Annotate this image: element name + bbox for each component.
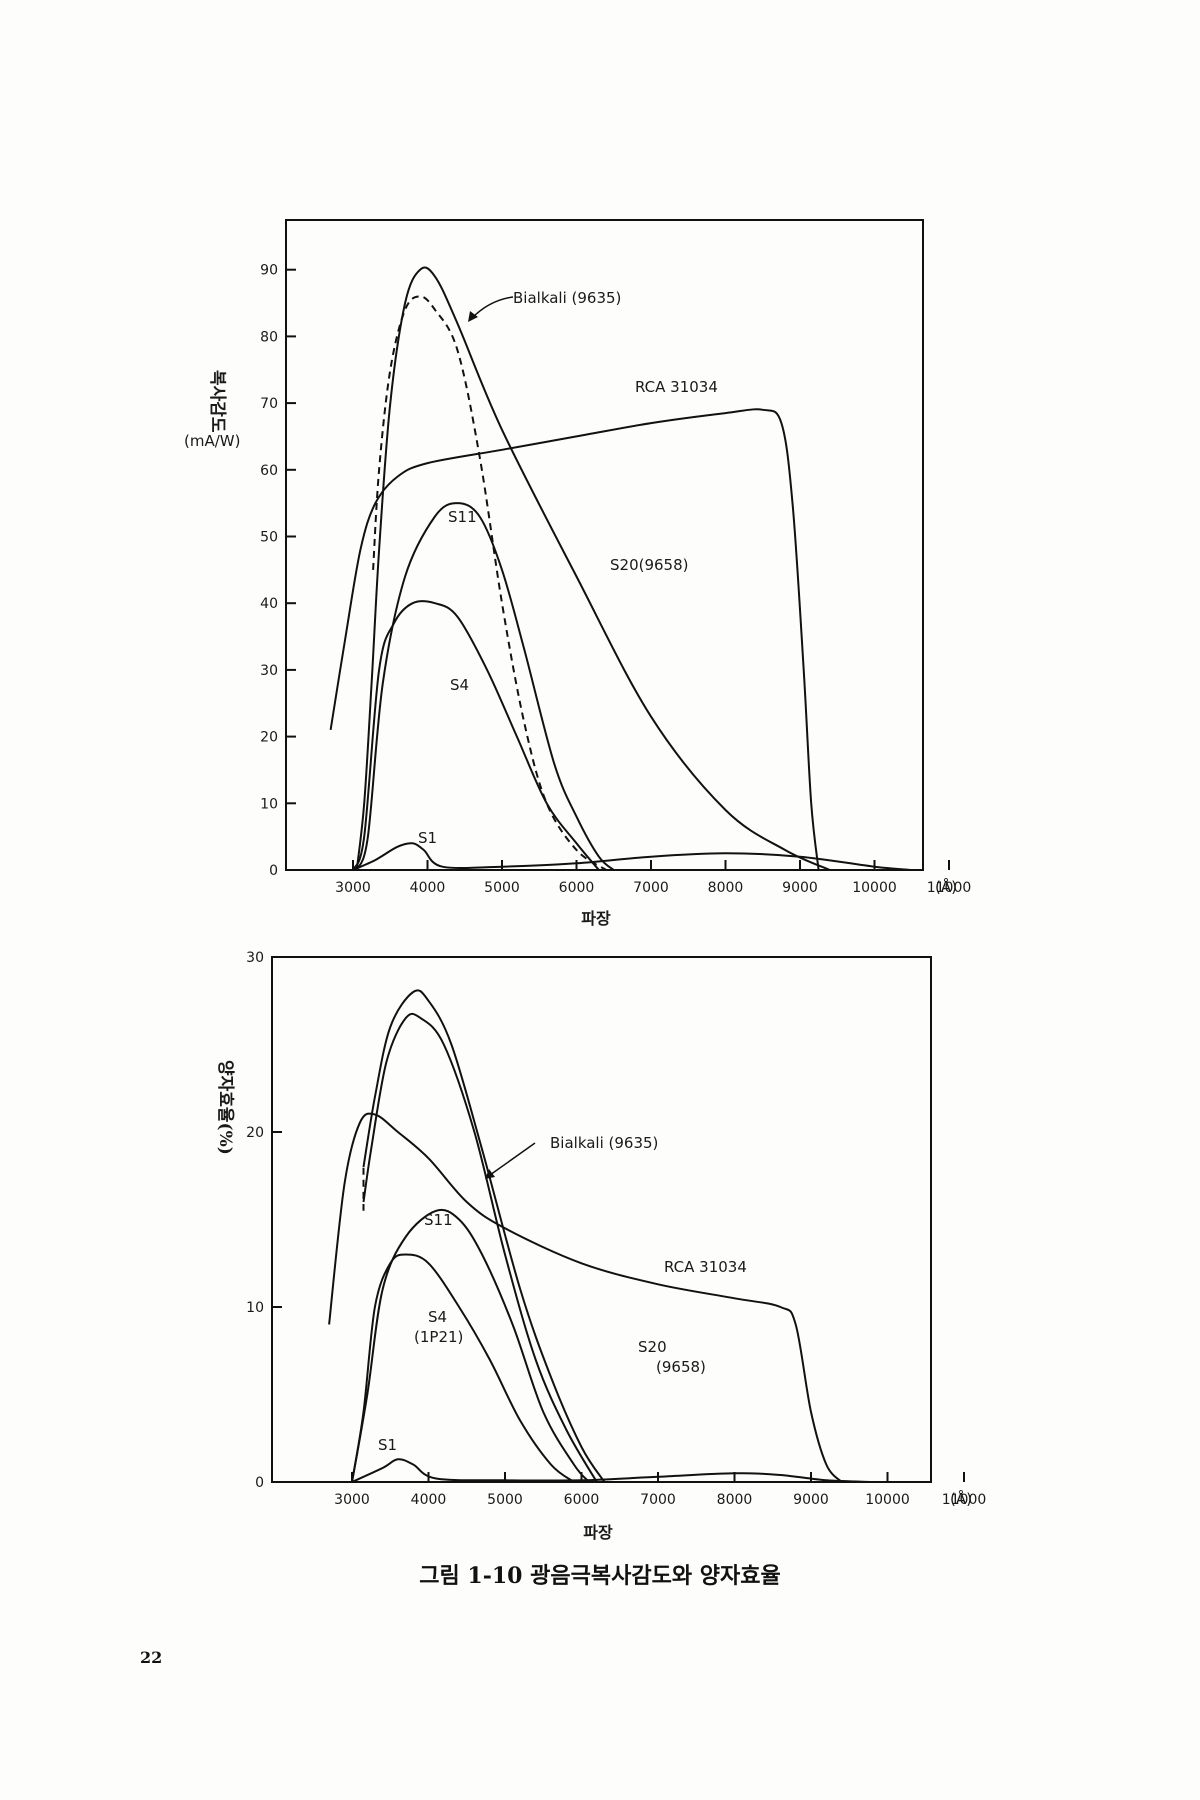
arrow-bialkali-bottom bbox=[489, 1142, 536, 1176]
arrowhead-bialkali-bottom bbox=[485, 1169, 495, 1179]
label-s1-top: S1 bbox=[418, 829, 437, 847]
label-bialkali-top: Bialkali (9635) bbox=[513, 289, 621, 307]
arrowhead-bialkali-top bbox=[468, 311, 478, 322]
curve-top-rca-31034 bbox=[329, 408, 820, 871]
label-9658-bottom: (9658) bbox=[656, 1358, 706, 1376]
page-number: 22 bbox=[140, 1648, 162, 1667]
y-axis-unit-top: (mA/W) bbox=[184, 432, 240, 450]
x-tick-label-top-4000: 4000 bbox=[410, 880, 446, 896]
curve-top-s20-9658 bbox=[355, 266, 831, 871]
x-tick-label-bottom-6000: 6000 bbox=[564, 1492, 600, 1508]
y-axis-title-top: 복사감도 bbox=[207, 370, 227, 433]
x-tick-label-top-9000: 9000 bbox=[782, 880, 818, 896]
quantum-efficiency-chart: 0 10 20 30 3000 4000 5000 6000 7000 8000 9000 1000… bbox=[215, 950, 986, 1542]
y-ticks-bottom: 0 10 20 30 bbox=[246, 950, 282, 1491]
y-ticks-top: 0 10 20 30 40 50 60 70 80 90 bbox=[260, 263, 296, 879]
figure-caption: 그림 1-10 광음극복사감도와 양자효율 bbox=[419, 1563, 780, 1589]
x-tick-label-top-8000: 8000 bbox=[708, 880, 744, 896]
curves-top bbox=[329, 266, 912, 871]
x-tick-label-top-3000: 3000 bbox=[335, 880, 371, 896]
label-bialkali-bottom: Bialkali (9635) bbox=[550, 1134, 658, 1152]
x-axis-title-top: 파장 bbox=[581, 909, 611, 928]
y-tick-label-top-80: 80 bbox=[260, 329, 278, 345]
x-tick-label-bottom-3000: 3000 bbox=[334, 1492, 370, 1508]
y-axis-title-bottom: 양자효율(%) bbox=[215, 1060, 235, 1155]
sensitivity-chart: 0 10 20 30 40 50 60 70 80 90 3000 4000 5000 6000 7000… bbox=[184, 219, 971, 928]
x-tick-label-bottom-11000: 11000 bbox=[942, 1492, 987, 1508]
x-tick-label-bottom-9000: 9000 bbox=[793, 1492, 829, 1508]
y-tick-label-bottom-30: 30 bbox=[246, 950, 264, 966]
x-ticks-top: 3000 4000 5000 6000 7000 8000 9000 10000 11000 bbox=[335, 860, 971, 896]
x-tick-label-top-10000: 10000 bbox=[852, 880, 897, 896]
x-tick-label-bottom-7000: 7000 bbox=[640, 1492, 676, 1508]
curve-top-s11 bbox=[355, 502, 615, 871]
x-tick-label-bottom-8000: 8000 bbox=[717, 1492, 753, 1508]
x-tick-label-top-5000: 5000 bbox=[484, 880, 520, 896]
curve-top-bialkali-9635 bbox=[372, 295, 607, 871]
label-s20-top: S20(9658) bbox=[610, 556, 689, 574]
curve-top-s4 bbox=[352, 600, 600, 871]
curve-bottom-s11 bbox=[351, 1208, 590, 1483]
curve-bottom-s20-9658 bbox=[362, 989, 606, 1483]
label-1p21-bottom: (1P21) bbox=[414, 1328, 463, 1346]
y-tick-label-top-0: 0 bbox=[269, 863, 278, 879]
plot-frame-bottom bbox=[271, 956, 932, 1483]
label-s1-bottom: S1 bbox=[378, 1436, 397, 1454]
curve-top-s1 bbox=[352, 842, 912, 871]
x-tick-label-top-6000: 6000 bbox=[559, 880, 595, 896]
x-ticks-bottom: 3000 4000 5000 6000 7000 8000 9000 10000 11000 bbox=[334, 1472, 986, 1508]
label-s11-bottom: S11 bbox=[424, 1211, 453, 1229]
y-axis-label-top: 복사감도 (mA/W) bbox=[184, 370, 240, 450]
x-tick-label-top-11000: 11000 bbox=[927, 880, 972, 896]
curve-bottom-bialkali-9635 bbox=[362, 1012, 598, 1483]
x-tick-label-top-7000: 7000 bbox=[633, 880, 669, 896]
y-tick-label-bottom-0: 0 bbox=[255, 1475, 264, 1491]
curve-bottom-s1 bbox=[351, 1458, 873, 1483]
arrow-bialkali-top bbox=[471, 296, 514, 319]
label-s11-top: S11 bbox=[448, 508, 477, 526]
y-tick-label-top-90: 90 bbox=[260, 263, 278, 279]
x-axis-title-bottom: 파장 bbox=[583, 1523, 613, 1542]
label-s20-bottom: S20 bbox=[638, 1338, 667, 1356]
x-tick-label-bottom-5000: 5000 bbox=[487, 1492, 523, 1508]
plot-frame-top bbox=[285, 219, 924, 871]
y-tick-label-bottom-10: 10 bbox=[246, 1300, 264, 1316]
curves-bottom bbox=[328, 989, 873, 1483]
x-tick-label-bottom-10000: 10000 bbox=[865, 1492, 910, 1508]
curve-bottom-rca-31034 bbox=[328, 1112, 843, 1483]
y-tick-label-top-30: 30 bbox=[260, 663, 278, 679]
x-axis-unit-top: (Å) bbox=[935, 877, 957, 896]
y-tick-label-top-50: 50 bbox=[260, 530, 278, 546]
label-s4-bottom: S4 bbox=[428, 1308, 447, 1326]
y-tick-label-top-60: 60 bbox=[260, 463, 278, 479]
label-rca-bottom: RCA 31034 bbox=[664, 1258, 747, 1276]
x-tick-label-bottom-4000: 4000 bbox=[411, 1492, 447, 1508]
y-tick-label-top-40: 40 bbox=[260, 596, 278, 612]
y-tick-label-bottom-20: 20 bbox=[246, 1125, 264, 1141]
y-tick-label-top-10: 10 bbox=[260, 796, 278, 812]
y-tick-label-top-70: 70 bbox=[260, 396, 278, 412]
y-tick-label-top-20: 20 bbox=[260, 730, 278, 746]
label-rca-top: RCA 31034 bbox=[635, 378, 718, 396]
curve-bottom-s4-1p21 bbox=[351, 1253, 575, 1483]
x-axis-unit-bottom: (Å) bbox=[950, 1489, 972, 1508]
label-s4-top: S4 bbox=[450, 676, 469, 694]
